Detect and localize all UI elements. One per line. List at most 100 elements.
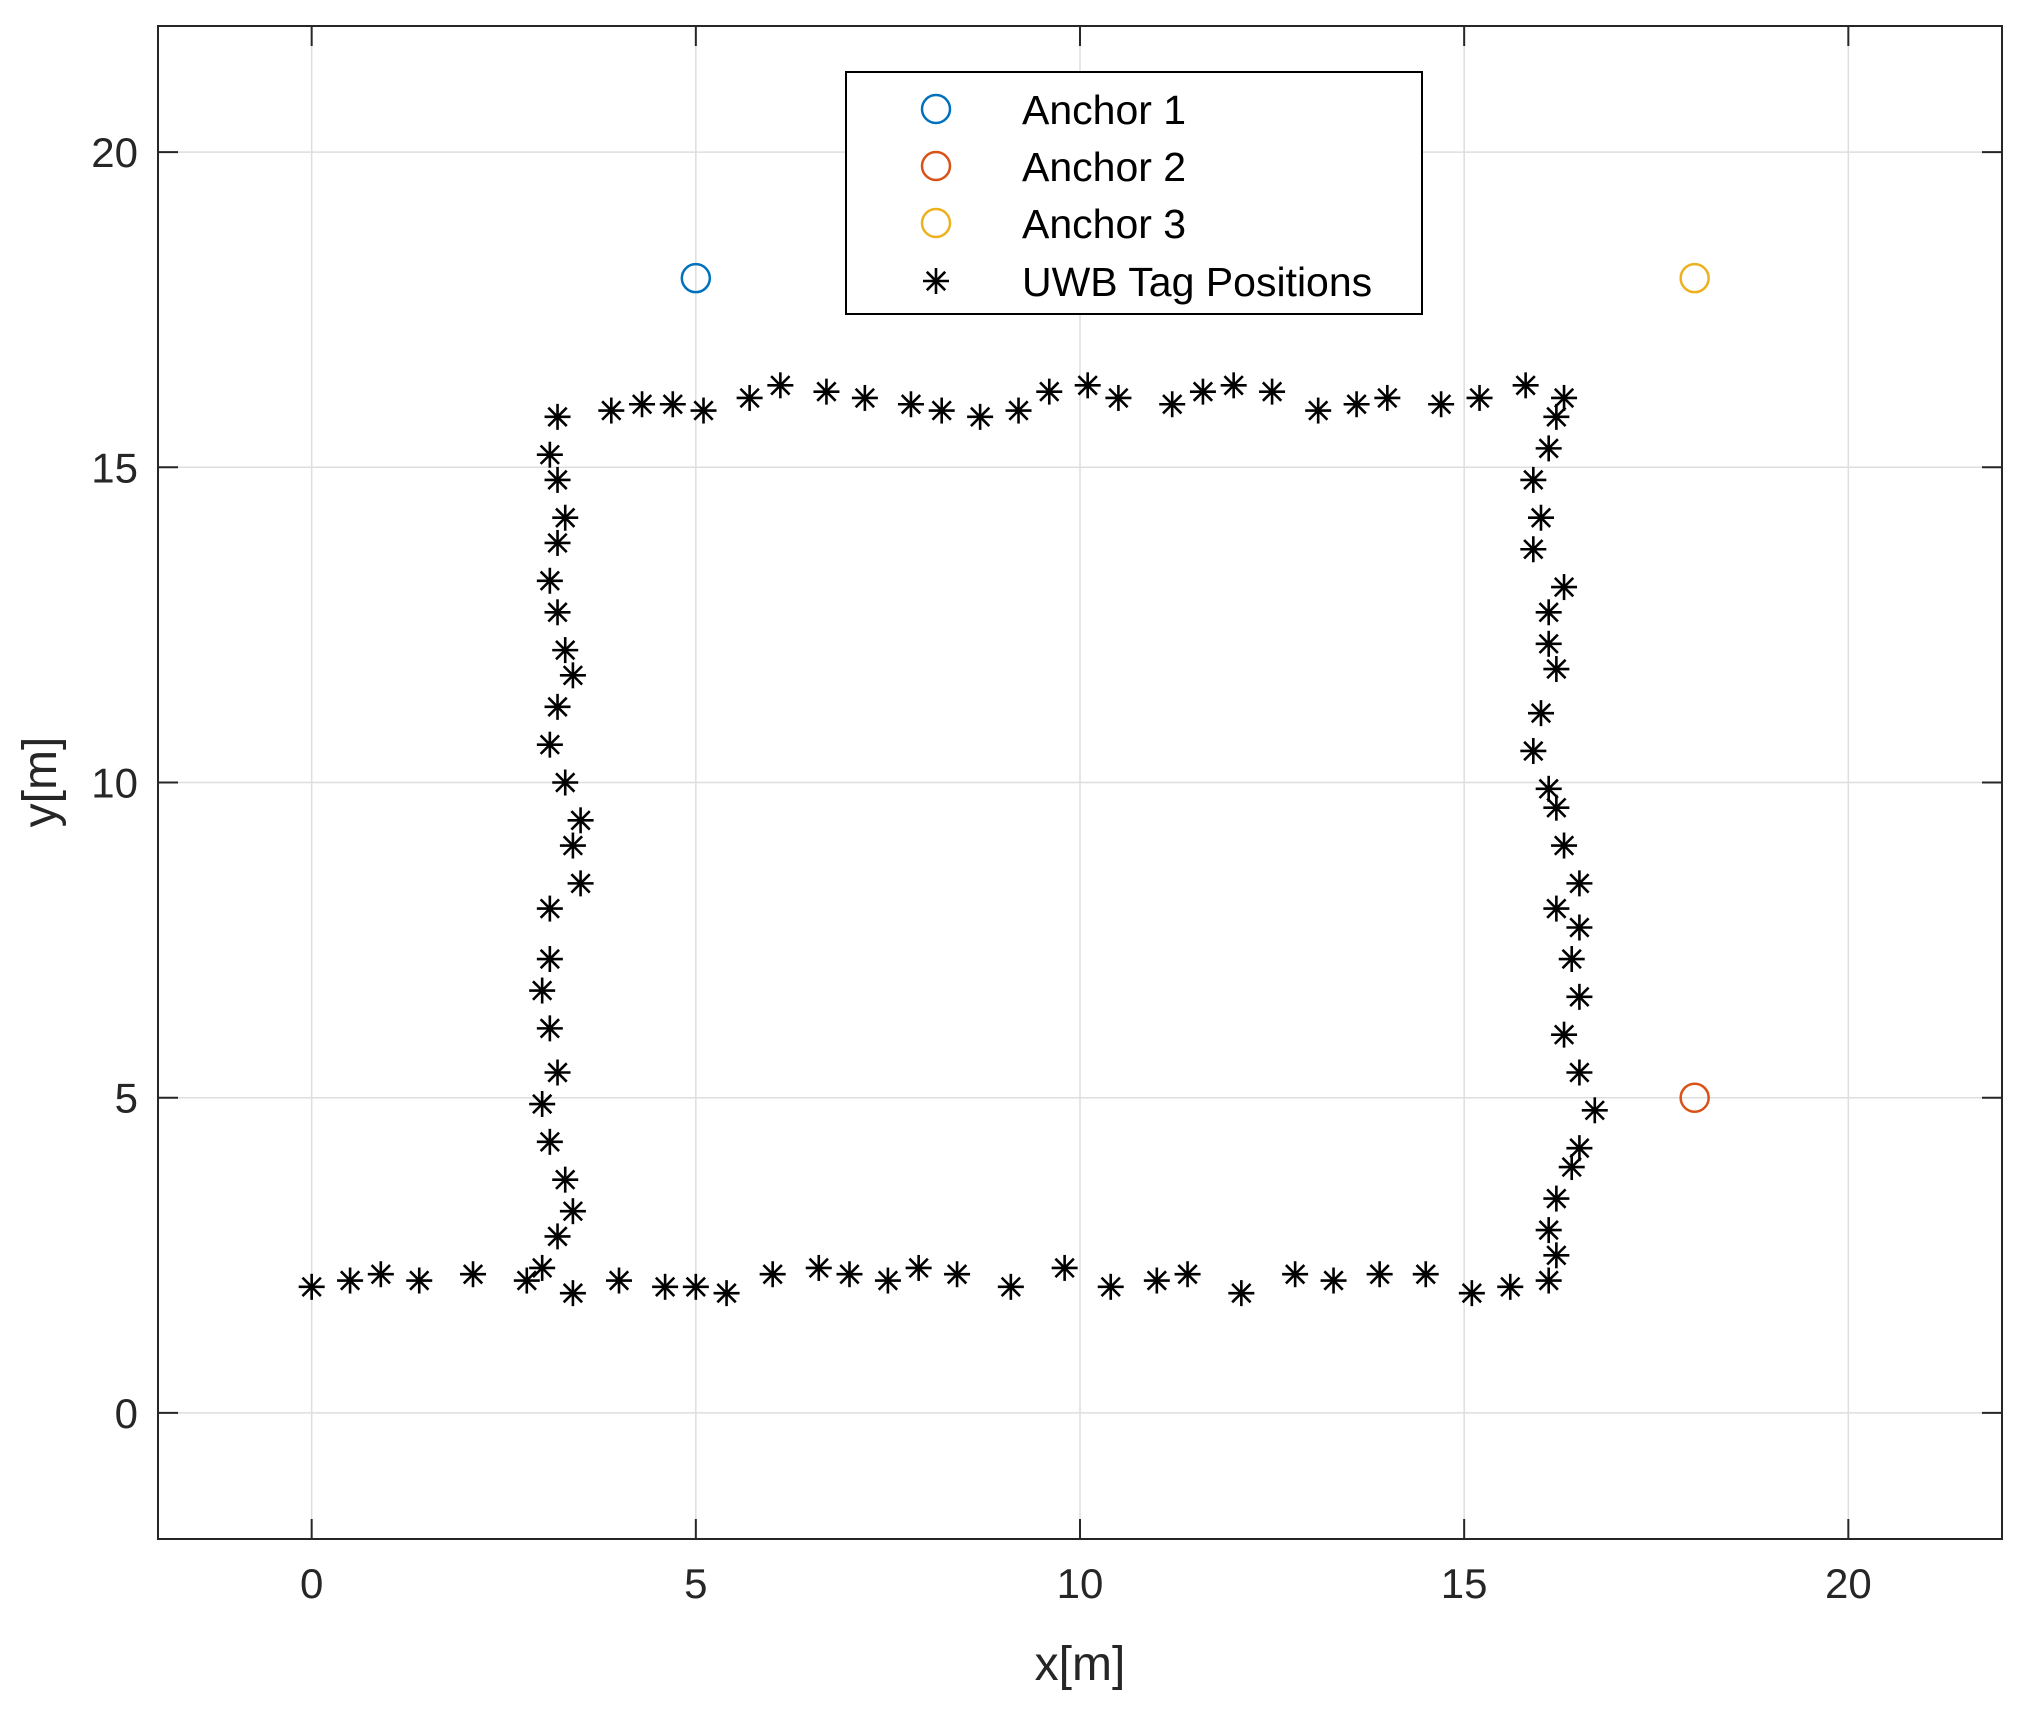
tag-position-marker	[544, 466, 571, 493]
tag-position-marker	[1320, 1267, 1347, 1294]
y-tick-label: 0	[115, 1390, 138, 1437]
legend-marker-anchor-2	[920, 150, 952, 182]
tag-position-marker	[1520, 536, 1547, 563]
tag-position-marker	[1551, 832, 1578, 859]
tag-position-marker	[513, 1267, 540, 1294]
tag-position-marker	[1528, 700, 1554, 727]
tag-position-marker	[559, 832, 586, 859]
tag-position-marker	[606, 1267, 632, 1294]
tag-position-marker	[544, 693, 571, 720]
tag-position-marker	[928, 397, 955, 424]
tag-position-marker	[1566, 914, 1593, 941]
y-tick-label: 20	[91, 129, 138, 176]
tag-position-marker	[1551, 384, 1578, 411]
tag-position-marker	[1228, 1280, 1255, 1307]
tag-position-marker	[874, 1267, 901, 1294]
tag-position-marker	[1566, 870, 1593, 897]
tag-position-marker	[1428, 391, 1455, 418]
tag-position-marker	[536, 1015, 563, 1042]
tag-position-marker	[967, 403, 994, 430]
legend-label: Anchor 2	[1022, 144, 1186, 190]
y-tick-label: 10	[91, 760, 138, 807]
tag-position-marker	[682, 1273, 709, 1300]
tag-position-marker	[406, 1267, 433, 1294]
y-tick-label: 15	[91, 444, 138, 491]
tag-position-marker	[1097, 1273, 1124, 1300]
x-axis-label: x[m]	[1035, 1638, 1126, 1691]
legend: Anchor 1 Anchor 2 Anchor 3 UWB Tag Position…	[845, 71, 1423, 315]
tick-labels: 0 5 10 15 20 0 5 10 15 20	[91, 129, 1871, 1607]
tag-position-marker	[759, 1261, 786, 1288]
legend-marker-anchor-3	[920, 207, 952, 239]
tag-position-marker	[1512, 372, 1539, 399]
tag-position-marker	[1189, 378, 1216, 405]
tag-position-marker	[1551, 574, 1578, 601]
tag-position-marker	[1535, 1217, 1562, 1244]
tag-position-marker	[567, 870, 594, 897]
tag-position-marker	[1074, 372, 1101, 399]
tag-position-marker	[1366, 1261, 1393, 1288]
tag-position-marker	[1558, 946, 1585, 973]
tag-position-marker	[1581, 1097, 1608, 1124]
tag-position-marker	[1005, 397, 1032, 424]
tag-position-marker	[1535, 630, 1562, 657]
legend-label: Anchor 1	[1022, 87, 1186, 133]
tag-position-marker	[1535, 1267, 1562, 1294]
tag-position-marker	[1566, 983, 1593, 1010]
tag-position-marker	[1259, 378, 1286, 405]
tag-position-marker	[536, 946, 563, 973]
tag-position-marker	[552, 637, 579, 664]
tag-position-marker	[559, 662, 586, 689]
tag-position-marker	[1051, 1254, 1078, 1281]
tag-position-marker	[1036, 378, 1063, 405]
tag-position-marker	[767, 372, 794, 399]
tag-position-marker	[1543, 794, 1570, 821]
legend-label: Anchor 3	[1022, 201, 1186, 247]
tag-position-marker	[1535, 599, 1562, 626]
tag-position-marker	[337, 1267, 364, 1294]
tag-position-marker	[1282, 1261, 1309, 1288]
tag-position-marker	[836, 1261, 863, 1288]
tag-position-marker	[367, 1261, 394, 1288]
tag-position-marker	[1551, 1021, 1578, 1048]
x-tick-label: 10	[1057, 1560, 1104, 1607]
tag-position-marker	[1466, 384, 1493, 411]
tag-position-marker	[905, 1254, 932, 1281]
tag-position-marker	[1220, 372, 1247, 399]
tag-position-marker	[529, 977, 556, 1004]
tag-position-marker	[536, 567, 563, 594]
y-axis-label: y[m]	[14, 737, 67, 828]
tag-position-marker	[1543, 656, 1570, 683]
tag-position-marker	[851, 384, 878, 411]
tag-position-marker	[629, 391, 656, 418]
tag-position-marker	[298, 1273, 325, 1300]
tag-position-marker	[1566, 1135, 1593, 1162]
tag-position-marker	[690, 397, 717, 424]
tag-position-marker	[997, 1273, 1024, 1300]
anchor-1-marker	[680, 262, 712, 294]
data-points	[298, 262, 1710, 1307]
legend-label: UWB Tag Positions	[1022, 259, 1372, 305]
tag-position-marker	[1543, 403, 1570, 430]
tag-position-marker	[598, 397, 625, 424]
tag-position-marker	[659, 391, 686, 418]
x-tick-label: 20	[1825, 1560, 1872, 1607]
tag-position-marker	[536, 441, 563, 468]
tag-position-marker	[736, 384, 763, 411]
tag-position-marker	[813, 378, 840, 405]
tag-position-marker	[536, 731, 563, 758]
legend-marker-anchor-1	[920, 93, 952, 125]
tag-position-marker	[1458, 1280, 1485, 1307]
anchor-2-marker	[1679, 1082, 1710, 1113]
tag-position-marker	[529, 1091, 556, 1118]
tag-position-marker	[544, 599, 571, 626]
x-tick-label: 0	[300, 1560, 323, 1607]
tag-position-marker	[536, 1128, 563, 1155]
tag-position-marker	[1535, 435, 1562, 462]
tag-position-marker	[1105, 384, 1132, 411]
tag-position-marker	[1143, 1267, 1170, 1294]
tag-position-marker	[544, 529, 571, 556]
tag-position-marker	[1558, 1154, 1585, 1181]
tag-position-marker	[1412, 1261, 1439, 1288]
